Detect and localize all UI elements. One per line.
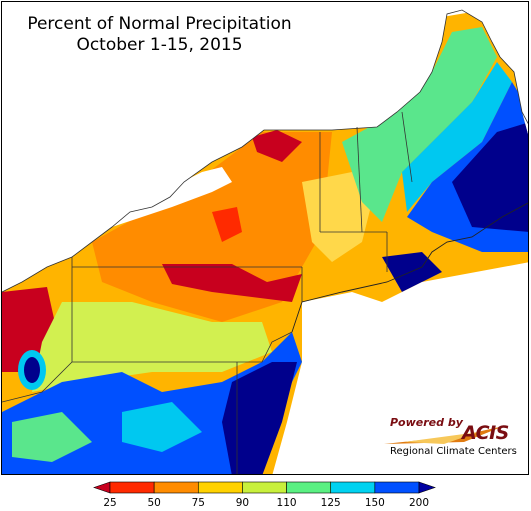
logo-subtitle: Regional Climate Centers bbox=[390, 446, 517, 457]
legend-swatch bbox=[153, 481, 199, 494]
legend-swatch bbox=[109, 481, 155, 494]
logo-powered-by: Powered by bbox=[390, 416, 463, 429]
ocean bbox=[272, 262, 528, 474]
legend-swatch bbox=[286, 481, 332, 494]
region-wet-va bbox=[122, 402, 202, 452]
legend-arrow-high bbox=[418, 481, 436, 494]
legend-tick-label: 25 bbox=[103, 497, 117, 509]
legend-colorbar bbox=[93, 481, 436, 494]
map-title: Percent of Normal Precipitation October … bbox=[2, 14, 317, 56]
acis-logo: Powered by ACIS Regional Climate Centers bbox=[384, 416, 519, 460]
region-extreme-wet-delmarva bbox=[222, 362, 297, 474]
legend-tick-label: 125 bbox=[320, 497, 341, 509]
legend-arrow-low bbox=[93, 481, 111, 494]
region-very-dry-pa bbox=[162, 264, 302, 302]
region-extreme-wet-maine bbox=[452, 122, 528, 232]
legend-tick-label: 90 bbox=[235, 497, 250, 509]
legend-tick-label: 50 bbox=[147, 497, 161, 509]
title-line-2: October 1-15, 2015 bbox=[76, 35, 243, 55]
acis-swoosh-icon bbox=[384, 426, 504, 444]
coastline bbox=[291, 202, 528, 333]
color-legend: 25 50 75 90 110 125 150 200 bbox=[0, 476, 531, 511]
region-extreme-wet-ohio bbox=[24, 357, 40, 383]
region-normal-ne bbox=[302, 172, 372, 262]
region-normal-south bbox=[32, 302, 272, 392]
legend-swatch bbox=[197, 481, 243, 494]
legend-swatch bbox=[242, 481, 287, 494]
background-north bbox=[2, 2, 528, 192]
region-very-dry-ny bbox=[252, 130, 302, 162]
legend-swatch bbox=[374, 481, 420, 494]
precipitation-map bbox=[2, 2, 528, 474]
legend-tick-label: 110 bbox=[276, 497, 297, 509]
lake-erie bbox=[2, 167, 232, 277]
logo-acis: ACIS bbox=[462, 422, 509, 444]
region-above-normal-sw bbox=[12, 412, 92, 462]
region-wet-ne bbox=[402, 62, 512, 212]
region-extreme-wet-li bbox=[382, 252, 442, 292]
region-above-normal-ne bbox=[342, 27, 497, 222]
map-frame: Percent of Normal Precipitation October … bbox=[1, 1, 529, 475]
region-very-dry-central bbox=[212, 207, 242, 242]
state-boundaries bbox=[2, 9, 528, 474]
legend-tick-label: 75 bbox=[191, 497, 205, 509]
legend-swatch bbox=[330, 481, 376, 494]
title-line-1: Percent of Normal Precipitation bbox=[27, 14, 292, 34]
legend-tick-label: 200 bbox=[408, 497, 430, 509]
legend-tick-label: 150 bbox=[364, 497, 385, 509]
region-dry bbox=[92, 132, 332, 322]
